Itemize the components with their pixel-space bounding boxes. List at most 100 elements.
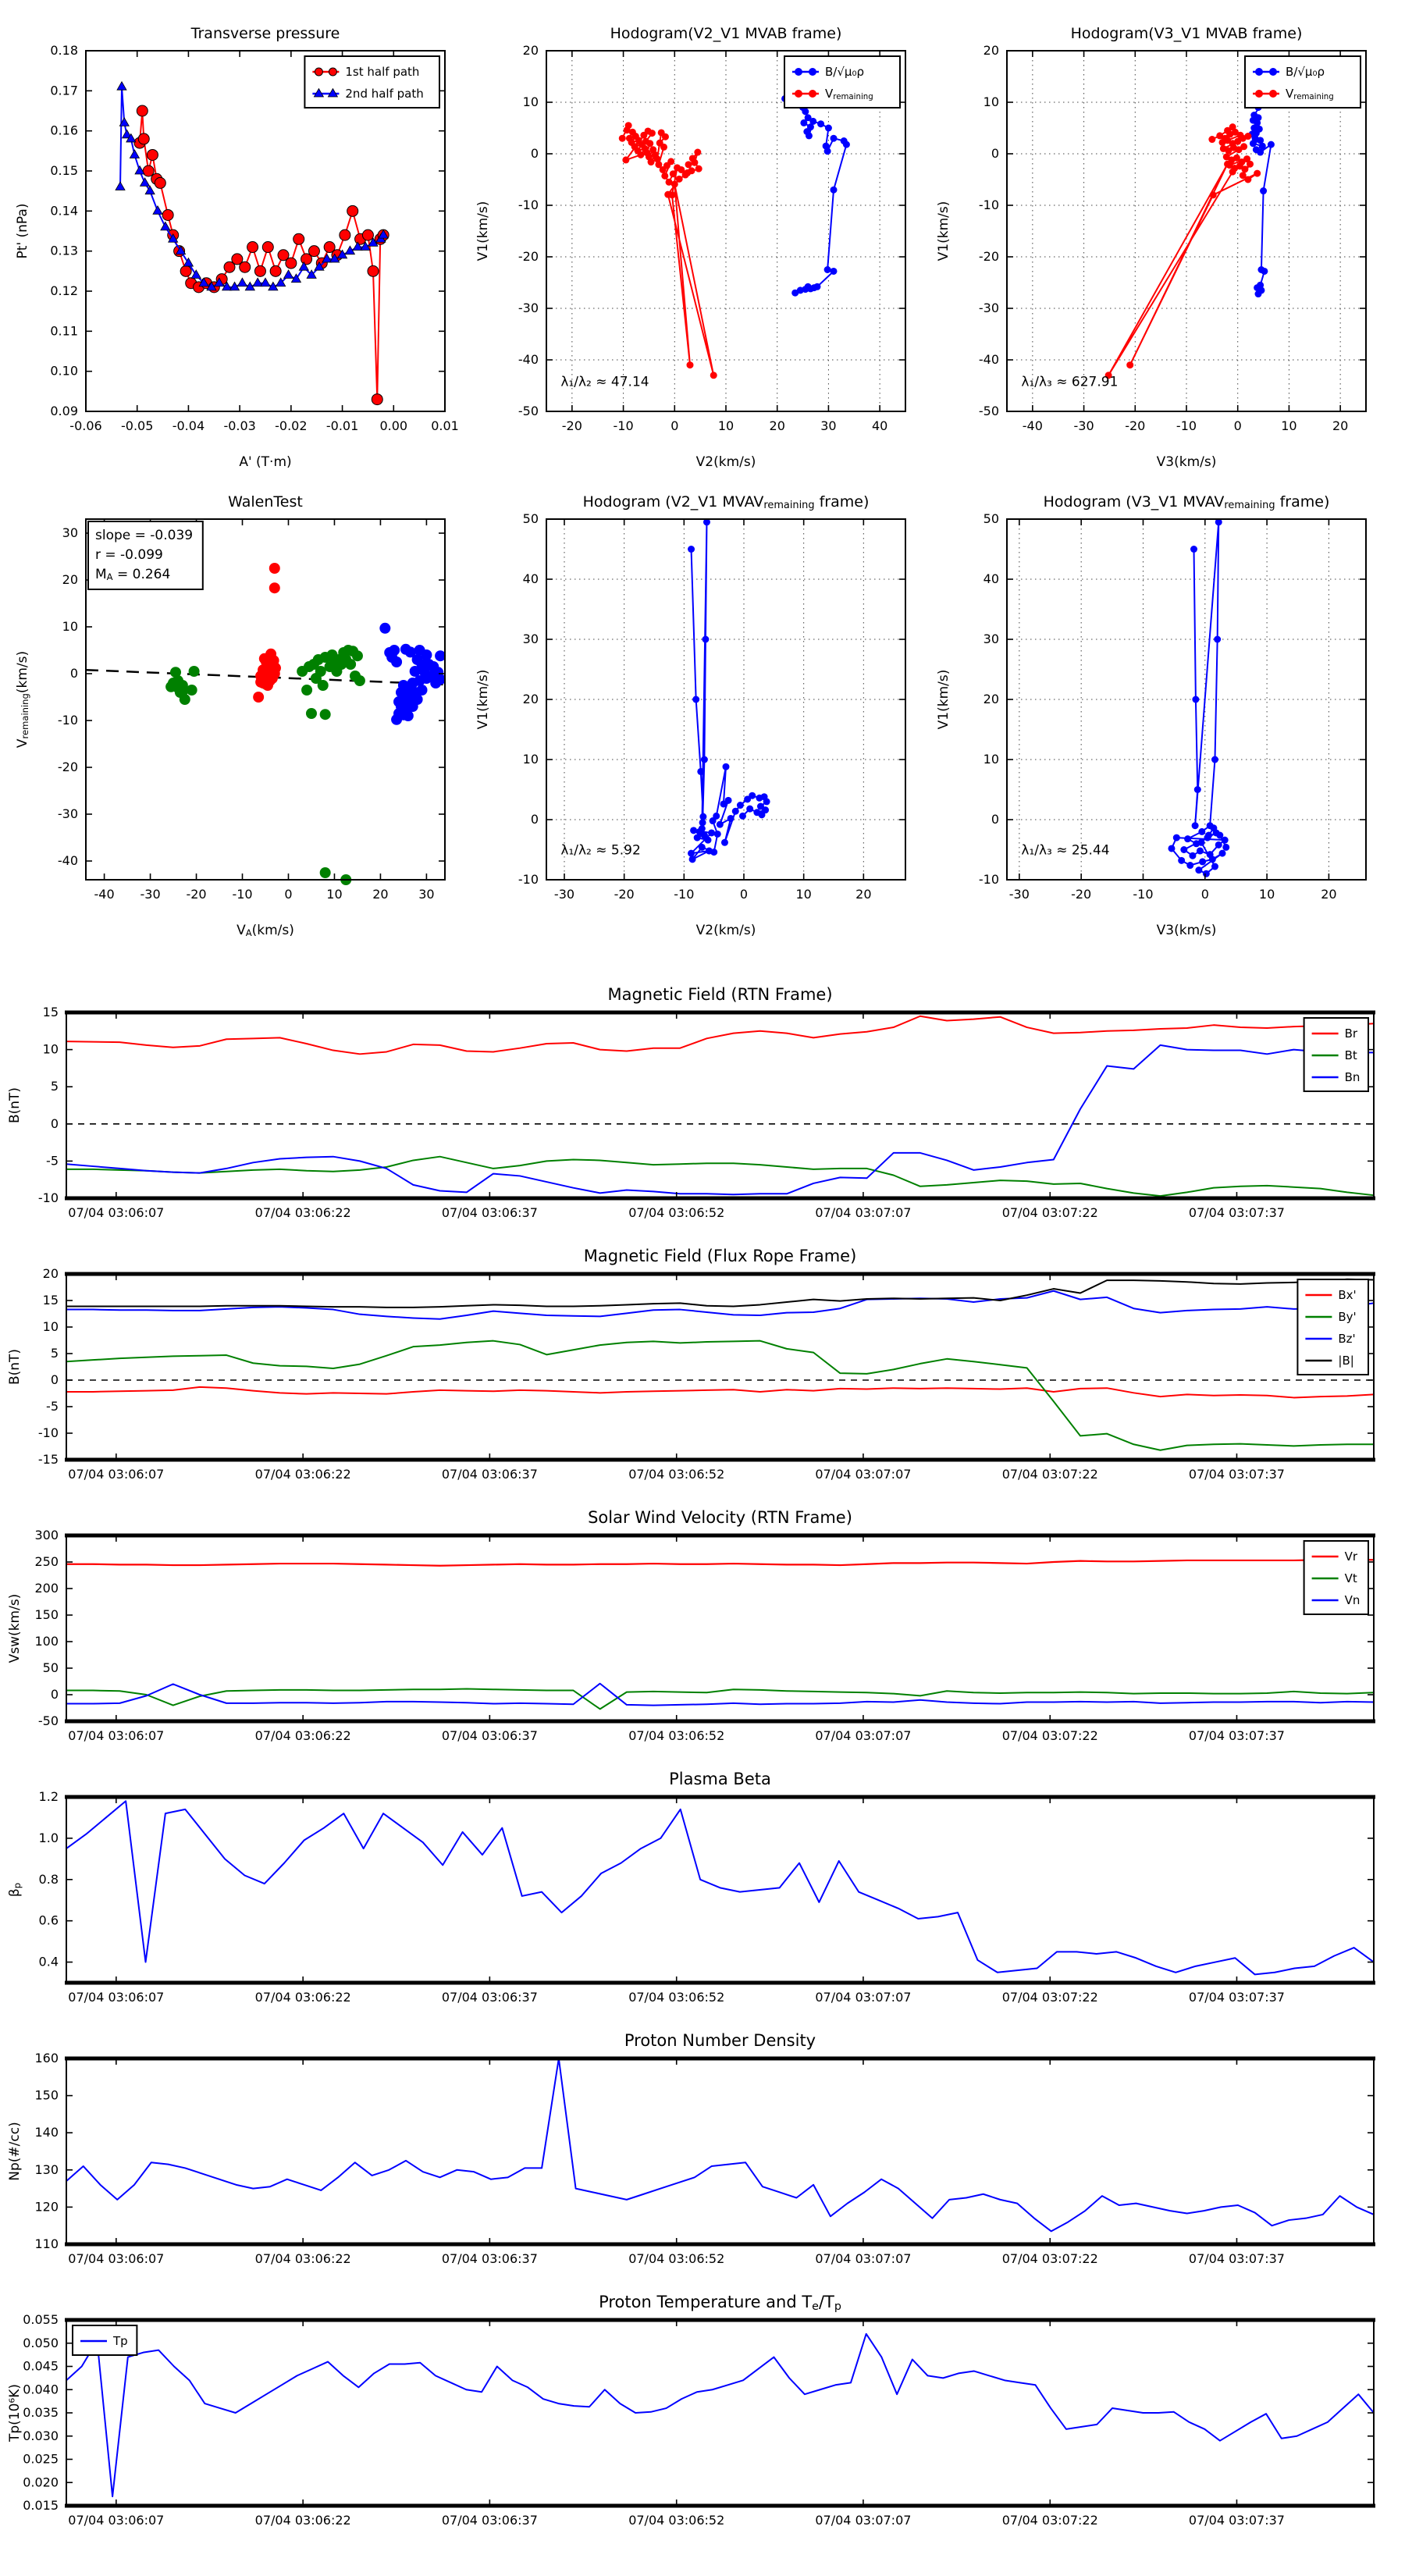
hodogram-v2v1-mvav-chart: -30 -20 -10 0 10 20 -10 0 10 20 30 40 50 Hodogram (V2… (475, 493, 906, 938)
svg-text:-5: -5 (46, 1399, 59, 1414)
svg-text:300: 300 (34, 1528, 59, 1542)
svg-text:-10: -10 (614, 418, 634, 433)
svg-text:20: 20 (984, 692, 999, 706)
panel-solar-wind-velocity: 07/04 03:06:07 07/04 03:06:22 07/04 03:06:… (0, 1495, 1405, 1759)
svg-text:0.11: 0.11 (50, 323, 78, 338)
panel-walen-test: -40 -30 -20 -10 0 10 20 30 -40 -30 -20 -10 0 10 20 30 Wa… (8, 480, 464, 952)
magnetic-field-rtn-chart: 07/04 03:06:07 07/04 03:06:22 07/04 03:06:… (7, 985, 1375, 1220)
svg-text:Tp: Tp (112, 2334, 128, 2348)
svg-text:-5: -5 (46, 1153, 59, 1168)
svg-text:10: 10 (1281, 418, 1297, 433)
panel-magnetic-field-rtn: 07/04 03:06:07 07/04 03:06:22 07/04 03:06:… (0, 972, 1405, 1236)
svg-text:07/04 03:06:37: 07/04 03:06:37 (442, 1728, 538, 1743)
svg-text:07/04 03:07:37: 07/04 03:07:37 (1189, 1205, 1285, 1220)
svg-text:30: 30 (523, 632, 539, 646)
panel-magnetic-field-fluxrope: 07/04 03:06:07 07/04 03:06:22 07/04 03:06:… (0, 1233, 1405, 1498)
svg-text:Proton Number Density: Proton Number Density (624, 2031, 816, 2050)
svg-text:30: 30 (984, 632, 999, 646)
svg-text:50: 50 (523, 511, 539, 526)
svg-text:20: 20 (62, 572, 78, 587)
svg-text:0: 0 (740, 887, 748, 902)
svg-text:Plasma Beta: Plasma Beta (669, 1770, 771, 1788)
svg-text:15: 15 (43, 1293, 59, 1308)
magnetic-field-fluxrope-chart: 07/04 03:06:07 07/04 03:06:22 07/04 03:06:… (7, 1247, 1375, 1482)
svg-text:20: 20 (523, 692, 539, 706)
svg-text:0.020: 0.020 (23, 2475, 59, 2489)
svg-text:-30: -30 (518, 301, 539, 315)
svg-text:-20: -20 (518, 249, 539, 264)
svg-text:07/04 03:06:07: 07/04 03:06:07 (68, 2513, 164, 2528)
svg-text:0.025: 0.025 (23, 2452, 59, 2467)
svg-text:Vn: Vn (1345, 1593, 1361, 1607)
svg-text:0.14: 0.14 (50, 203, 78, 218)
svg-text:By': By' (1338, 1310, 1356, 1324)
svg-text:λ₁/λ₂ ≈ 5.92: λ₁/λ₂ ≈ 5.92 (560, 843, 640, 859)
svg-text:B/√μ₀ρ: B/√μ₀ρ (825, 65, 864, 79)
svg-text:-10: -10 (1133, 887, 1153, 902)
svg-text:07/04 03:07:22: 07/04 03:07:22 (1002, 2251, 1098, 2266)
svg-text:V3(km/s): V3(km/s) (1157, 454, 1217, 470)
panel-transverse-pressure: -0.06 -0.05 -0.04 -0.03 -0.02 -0.01 0.00 0.01 0.… (8, 12, 464, 483)
svg-text:07/04 03:06:07: 07/04 03:06:07 (68, 2251, 164, 2266)
svg-text:07/04 03:06:37: 07/04 03:06:37 (442, 2251, 538, 2266)
svg-text:-10: -10 (38, 1425, 59, 1440)
svg-text:-10: -10 (1176, 418, 1197, 433)
svg-text:-40: -40 (58, 853, 78, 868)
svg-text:Magnetic Field (RTN Frame): Magnetic Field (RTN Frame) (607, 985, 832, 1004)
svg-text:-10: -10 (232, 887, 252, 902)
svg-text:100: 100 (34, 1634, 59, 1649)
svg-text:λ₁/λ₃ ≈ 25.44: λ₁/λ₃ ≈ 25.44 (1021, 843, 1109, 859)
svg-text:0.055: 0.055 (23, 2312, 59, 2327)
svg-text:V2(km/s): V2(km/s) (696, 454, 756, 470)
svg-text:07/04 03:07:37: 07/04 03:07:37 (1189, 2513, 1285, 2528)
svg-text:Bz': Bz' (1338, 1332, 1355, 1346)
svg-text:0.00: 0.00 (379, 418, 407, 433)
svg-text:0: 0 (51, 1116, 59, 1131)
svg-text:07/04 03:07:22: 07/04 03:07:22 (1002, 1728, 1098, 1743)
svg-text:07/04 03:06:52: 07/04 03:06:52 (628, 1990, 724, 2005)
svg-text:λ₁/λ₂ ≈ 47.14: λ₁/λ₂ ≈ 47.14 (560, 375, 649, 390)
svg-text:30: 30 (418, 887, 434, 902)
svg-text:0: 0 (531, 146, 539, 161)
svg-text:βp: βp (7, 1883, 23, 1897)
svg-text:0.045: 0.045 (23, 2359, 59, 2374)
svg-text:Proton Temperature and Te/Tp: Proton Temperature and Te/Tp (599, 2293, 841, 2313)
svg-text:Hodogram (V2_V1 MVAVremaining: Hodogram (V2_V1 MVAVremaining frame) (583, 493, 870, 511)
panel-hodogram-v2v1-mvab: -20 -10 0 10 20 30 40 -50 -40 -30 -20 -10 0 10 20 Hodog… (468, 12, 925, 483)
svg-text:0.17: 0.17 (50, 83, 78, 98)
svg-text:-40: -40 (1023, 418, 1043, 433)
svg-text:10: 10 (43, 1042, 59, 1057)
svg-text:50: 50 (984, 511, 999, 526)
svg-text:07/04 03:06:22: 07/04 03:06:22 (255, 2251, 351, 2266)
svg-text:-10: -10 (518, 197, 539, 212)
svg-text:07/04 03:06:37: 07/04 03:06:37 (442, 2513, 538, 2528)
svg-text:07/04 03:07:37: 07/04 03:07:37 (1189, 1990, 1285, 2005)
svg-text:2nd half path: 2nd half path (345, 87, 423, 101)
svg-text:07/04 03:06:37: 07/04 03:06:37 (442, 1205, 538, 1220)
svg-text:-40: -40 (979, 352, 999, 367)
svg-text:110: 110 (34, 2236, 59, 2251)
svg-text:10: 10 (718, 418, 734, 433)
svg-text:0: 0 (51, 1372, 59, 1387)
svg-text:0: 0 (70, 666, 78, 681)
svg-text:0.15: 0.15 (50, 163, 78, 178)
panel-proton-temperature: 07/04 03:06:07 07/04 03:06:22 07/04 03:06:… (0, 2279, 1405, 2544)
svg-text:r = -0.099: r = -0.099 (95, 547, 163, 563)
proton-number-density-chart: 07/04 03:06:07 07/04 03:06:22 07/04 03:06:… (7, 2031, 1375, 2266)
svg-text:Np(#/cc): Np(#/cc) (7, 2122, 23, 2180)
svg-text:140: 140 (34, 2125, 59, 2140)
svg-text:-20: -20 (614, 887, 635, 902)
hodogram-v3v1-mvab-chart: -40 -30 -20 -10 0 10 20 -50 -40 -30 -20 -10 0 10 20 Hod… (936, 25, 1367, 470)
svg-text:-20: -20 (58, 760, 78, 774)
svg-text:Br: Br (1345, 1026, 1358, 1041)
svg-text:-10: -10 (979, 197, 999, 212)
svg-text:0: 0 (1234, 418, 1242, 433)
svg-text:-50: -50 (518, 404, 539, 418)
svg-text:07/04 03:06:22: 07/04 03:06:22 (255, 1990, 351, 2005)
panel-hodogram-v2v1-mvav: -30 -20 -10 0 10 20 -10 0 10 20 30 40 50 Hodogram (V2… (468, 480, 925, 952)
svg-text:-30: -30 (58, 806, 78, 821)
svg-text:40: 40 (523, 571, 539, 586)
svg-text:20: 20 (984, 43, 999, 58)
svg-text:-10: -10 (38, 1190, 59, 1205)
